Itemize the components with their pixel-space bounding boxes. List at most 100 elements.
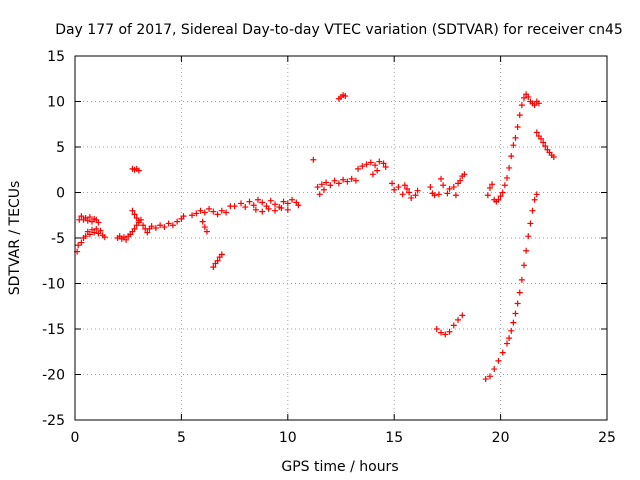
axis-ticks: 0 5 10 15 20 25 -25 -20 -15 -10 -5 0 5 10 15: [42, 49, 616, 446]
data-point: [135, 167, 142, 174]
data-point: [280, 198, 287, 205]
data-point: [401, 182, 408, 189]
data-point: [95, 219, 102, 226]
data-point: [161, 224, 168, 231]
y-tick-label: 5: [56, 140, 65, 156]
data-point: [310, 156, 317, 163]
data-point: [97, 227, 104, 234]
data-point: [340, 176, 347, 183]
data-point: [218, 251, 225, 258]
data-point: [255, 196, 262, 203]
data-point: [531, 102, 538, 109]
data-point: [197, 207, 204, 214]
data-point: [78, 213, 85, 220]
data-point: [242, 204, 249, 211]
data-point: [512, 310, 519, 317]
data-point: [152, 224, 159, 231]
data-point: [348, 175, 355, 182]
data-point: [427, 184, 434, 191]
y-tick-label: -25: [42, 413, 65, 429]
data-point: [214, 257, 221, 264]
data-point: [412, 192, 419, 199]
data-point: [503, 340, 510, 347]
data-point: [395, 184, 402, 191]
y-tick-label: -10: [42, 277, 65, 293]
data-point: [389, 180, 396, 187]
data-point: [318, 181, 325, 188]
data-point: [518, 102, 525, 109]
data-point: [482, 376, 489, 383]
data-point: [369, 171, 376, 178]
data-point: [331, 177, 338, 184]
data-point: [521, 94, 528, 101]
data-point: [91, 229, 98, 236]
data-point: [461, 171, 468, 178]
data-point: [491, 366, 498, 373]
y-tick-label: 0: [56, 186, 65, 202]
data-point: [506, 335, 513, 342]
data-point: [131, 225, 138, 232]
data-point: [535, 100, 542, 107]
data-point: [218, 207, 225, 214]
y-tick-label: -5: [51, 231, 65, 247]
data-point: [250, 202, 257, 209]
data-point: [355, 165, 362, 172]
data-point: [144, 229, 151, 236]
data-point: [372, 162, 379, 169]
grid-lines: [75, 56, 607, 420]
data-point: [542, 143, 549, 150]
data-point: [525, 93, 532, 100]
data-point: [335, 180, 342, 187]
data-point: [512, 134, 519, 141]
data-point: [450, 184, 457, 191]
data-point: [246, 198, 253, 205]
y-tick-label: -15: [42, 322, 65, 338]
data-point: [503, 174, 510, 181]
data-point: [459, 312, 466, 319]
data-point: [531, 196, 538, 203]
data-point: [284, 206, 291, 213]
data-point: [267, 197, 274, 204]
data-point: [82, 233, 89, 240]
data-point: [252, 206, 259, 213]
y-tick-label: 10: [47, 95, 65, 111]
data-point: [86, 214, 93, 221]
data-point: [518, 276, 525, 283]
data-point: [131, 211, 138, 218]
x-tick-label: 15: [385, 430, 403, 446]
data-point: [374, 167, 381, 174]
data-point: [501, 182, 508, 189]
data-point: [169, 222, 176, 229]
data-point: [382, 164, 389, 171]
data-point: [499, 349, 506, 356]
data-point: [403, 185, 410, 192]
data-point: [272, 201, 279, 208]
data-point: [414, 187, 421, 194]
data-point: [376, 158, 383, 165]
chart-title: Day 177 of 2017, Sidereal Day-to-day VTE…: [55, 22, 623, 38]
data-point: [497, 193, 504, 200]
data-point: [75, 242, 82, 249]
data-point: [486, 184, 493, 191]
data-point: [525, 233, 532, 240]
data-point: [278, 204, 285, 211]
data-point: [237, 200, 244, 207]
y-axis-label: SDTVAR / TECUs: [7, 181, 23, 296]
data-point: [433, 326, 440, 332]
data-point: [521, 262, 528, 269]
data-point: [84, 217, 91, 224]
data-point: [527, 220, 534, 227]
y-tick-label: 15: [47, 49, 65, 65]
data-point: [320, 186, 327, 193]
data-point: [259, 199, 266, 206]
data-point: [533, 129, 540, 136]
data-point: [327, 182, 334, 189]
x-tick-label: 25: [598, 430, 616, 446]
data-point: [508, 153, 515, 160]
data-point: [210, 208, 217, 215]
data-point: [444, 190, 451, 197]
data-point: [203, 228, 210, 235]
x-tick-label: 5: [177, 430, 186, 446]
